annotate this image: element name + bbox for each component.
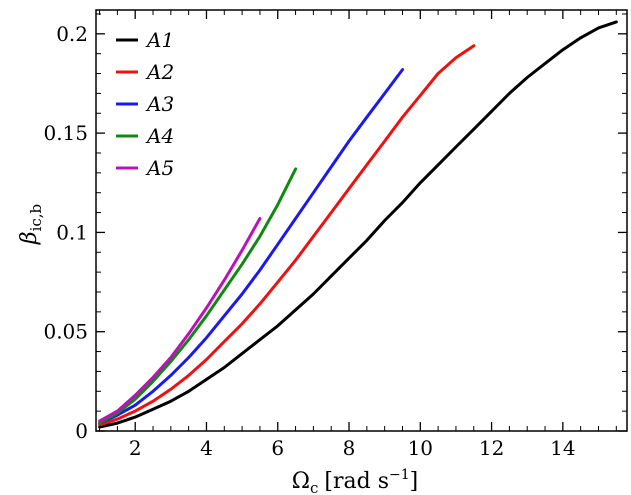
legend-label-a1: A1 xyxy=(145,28,174,52)
y-tick-label: 0.1 xyxy=(56,220,88,244)
x-tick-label: 10 xyxy=(408,436,433,460)
series-line-a2 xyxy=(98,44,476,427)
y-tick-label: 0 xyxy=(75,419,88,443)
plot-frame xyxy=(95,9,628,432)
legend-label-a4: A4 xyxy=(145,124,174,148)
y-axis-label: βic,b xyxy=(17,204,45,245)
series-line-a3 xyxy=(98,68,404,425)
x-tick-label: 4 xyxy=(200,436,213,460)
series-layer xyxy=(98,20,618,429)
y-tick-label: 0.05 xyxy=(43,320,88,344)
legend-label-a5: A5 xyxy=(145,156,174,180)
x-tick-label: 12 xyxy=(479,436,504,460)
x-tick-label: 14 xyxy=(550,436,575,460)
legend: A1 A2 A3 A4 A5 xyxy=(116,28,174,180)
y-tick-label: 0.15 xyxy=(43,121,88,145)
x-axis-label: Ωc [rad s−1] xyxy=(292,467,418,495)
x-tick-label: 6 xyxy=(271,436,284,460)
legend-label-a3: A3 xyxy=(145,92,174,116)
series-line-a4 xyxy=(98,167,298,425)
y-tick-label: 0.2 xyxy=(56,22,88,46)
ticks-layer: 2 4 6 8 10 12 14 0 0.05 0.1 0.15 0.2 xyxy=(43,10,627,460)
legend-label-a2: A2 xyxy=(145,60,174,84)
series-line-a5 xyxy=(98,217,262,423)
x-tick-label: 8 xyxy=(343,436,356,460)
x-tick-label: 2 xyxy=(129,436,142,460)
series-line-a1 xyxy=(98,20,618,429)
